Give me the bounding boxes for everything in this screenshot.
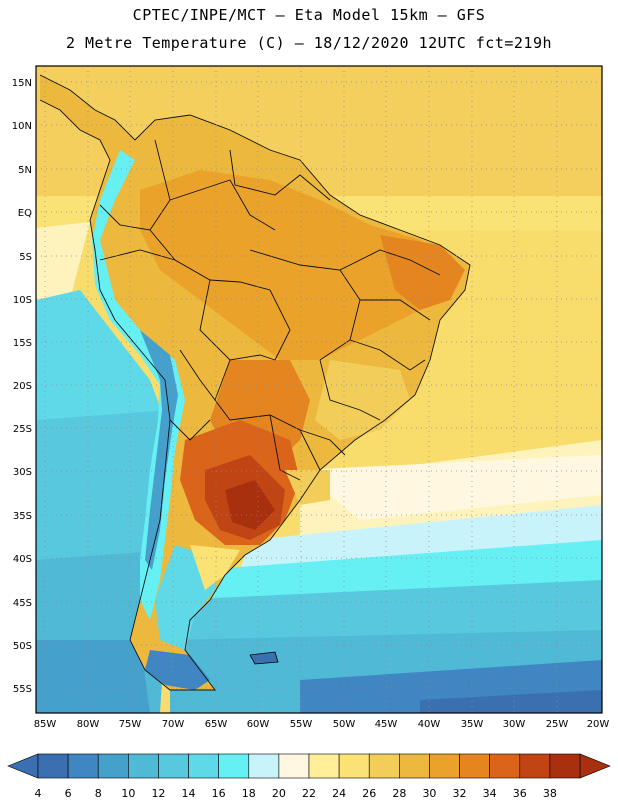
colorbar-label: 26: [362, 787, 376, 800]
lat-label: 15N: [12, 78, 32, 89]
lon-label: 55W: [290, 719, 313, 730]
lon-label: 85W: [34, 719, 57, 730]
andes-colder-strip: [140, 330, 178, 570]
lon-label: 70W: [162, 719, 185, 730]
colorbar-label: 28: [392, 787, 406, 800]
colorbar-label: 8: [95, 787, 102, 800]
southeast-brazil-mild: [315, 360, 410, 440]
colorbar-swatch: [308, 753, 340, 779]
lat-label: 45S: [13, 598, 32, 609]
lat-label: 20S: [13, 381, 32, 392]
colorbar-label: 24: [332, 787, 346, 800]
map-subtitle: 2 Metre Temperature (C) – 18/12/2020 12U…: [65, 34, 553, 52]
colorbar-label: 16: [212, 787, 226, 800]
lat-label: 50S: [13, 641, 32, 652]
lon-label: 35W: [461, 719, 484, 730]
colorbar-swatch: [519, 753, 551, 779]
colorbar-label: 30: [422, 787, 436, 800]
lat-label: 10N: [12, 121, 32, 132]
lon-label: 45W: [375, 719, 398, 730]
colorbar-swatch: [67, 753, 99, 779]
lon-label: 40W: [418, 719, 441, 730]
colorbar-label: 22: [302, 787, 316, 800]
lon-label: 60W: [247, 719, 270, 730]
colorbar-min-arrow: [7, 753, 39, 779]
colorbar-max-arrow: [579, 753, 611, 779]
colorbar-swatch: [158, 753, 189, 779]
colorbar-swatch: [368, 753, 400, 779]
lat-label: 5N: [18, 165, 32, 176]
lon-label: 50W: [333, 719, 356, 730]
colorbar-swatch: [489, 753, 521, 779]
lat-label: EQ: [18, 208, 32, 219]
lat-label: 5S: [19, 252, 32, 263]
patagonia-mild: [190, 545, 240, 590]
lat-label: 40S: [13, 554, 32, 565]
colorbar-swatch: [248, 753, 280, 779]
colorbar-swatch: [549, 753, 581, 779]
colorbar-swatch: [128, 753, 159, 779]
uruguay-mild: [285, 470, 330, 505]
amazon-warm-zone: [140, 170, 455, 360]
colorbar-label: 18: [242, 787, 256, 800]
colorbar-label: 10: [121, 787, 135, 800]
lon-label: 20W: [587, 719, 610, 730]
colorbar-swatch: [97, 753, 129, 779]
colorbar-label: 32: [453, 787, 467, 800]
pacific-cool-north: [36, 222, 90, 310]
colorbar-label: 4: [35, 787, 42, 800]
lat-label: 10S: [13, 295, 32, 306]
colorbar-swatch: [278, 753, 310, 779]
country-borders: [39, 74, 471, 691]
map-field: [36, 66, 602, 713]
falkland-islands: [249, 651, 279, 665]
colorbar-swatch: [399, 753, 430, 779]
map-title: CPTEC/INPE/MCT – Eta Model 15km – GFS: [132, 6, 486, 24]
latitude-labels: 15N 10N 5N EQ 5S 10S 15S 20S 25S 30S 35S…: [12, 78, 32, 695]
colorbar-label: 14: [182, 787, 196, 800]
lat-label: 35S: [13, 511, 32, 522]
colorbar-swatch: [218, 753, 250, 779]
map-frame: [35, 65, 603, 714]
colorbar: 4 6 8 10 12 14 16 18 20 22 24 26 28 30 32 34 36 38: [7, 753, 611, 800]
colorbar-label: 20: [272, 787, 286, 800]
pampa-core: [225, 480, 275, 530]
lon-label: 30W: [503, 719, 526, 730]
tierra-del-fuego: [145, 650, 210, 690]
colorbar-swatch: [37, 753, 69, 779]
colorbar-label: 34: [483, 787, 497, 800]
pacific-cyan: [36, 290, 165, 430]
pacific-far-south: [36, 640, 150, 713]
atlantic-coldest: [420, 690, 602, 713]
longitude-labels: 85W 80W 75W 70W 65W 60W 55W 50W 45W 40W …: [34, 719, 610, 730]
lat-label: 15S: [13, 338, 32, 349]
lat-label: 30S: [13, 467, 32, 478]
colorbar-label: 12: [151, 787, 165, 800]
lon-label: 65W: [205, 719, 228, 730]
lat-label: 25S: [13, 424, 32, 435]
colorbar-swatch: [429, 753, 460, 779]
brazil-northeast-hot: [380, 235, 465, 310]
lon-label: 80W: [77, 719, 100, 730]
colorbar-label: 6: [65, 787, 72, 800]
colorbar-swatch: [188, 753, 219, 779]
colorbar-label: 38: [543, 787, 557, 800]
colorbar-swatch: [338, 753, 370, 779]
colorbar-label: 36: [513, 787, 527, 800]
colorbar-swatch: [459, 753, 490, 779]
lon-label: 25W: [546, 719, 569, 730]
lon-label: 75W: [119, 719, 142, 730]
lat-label: 55S: [13, 684, 32, 695]
